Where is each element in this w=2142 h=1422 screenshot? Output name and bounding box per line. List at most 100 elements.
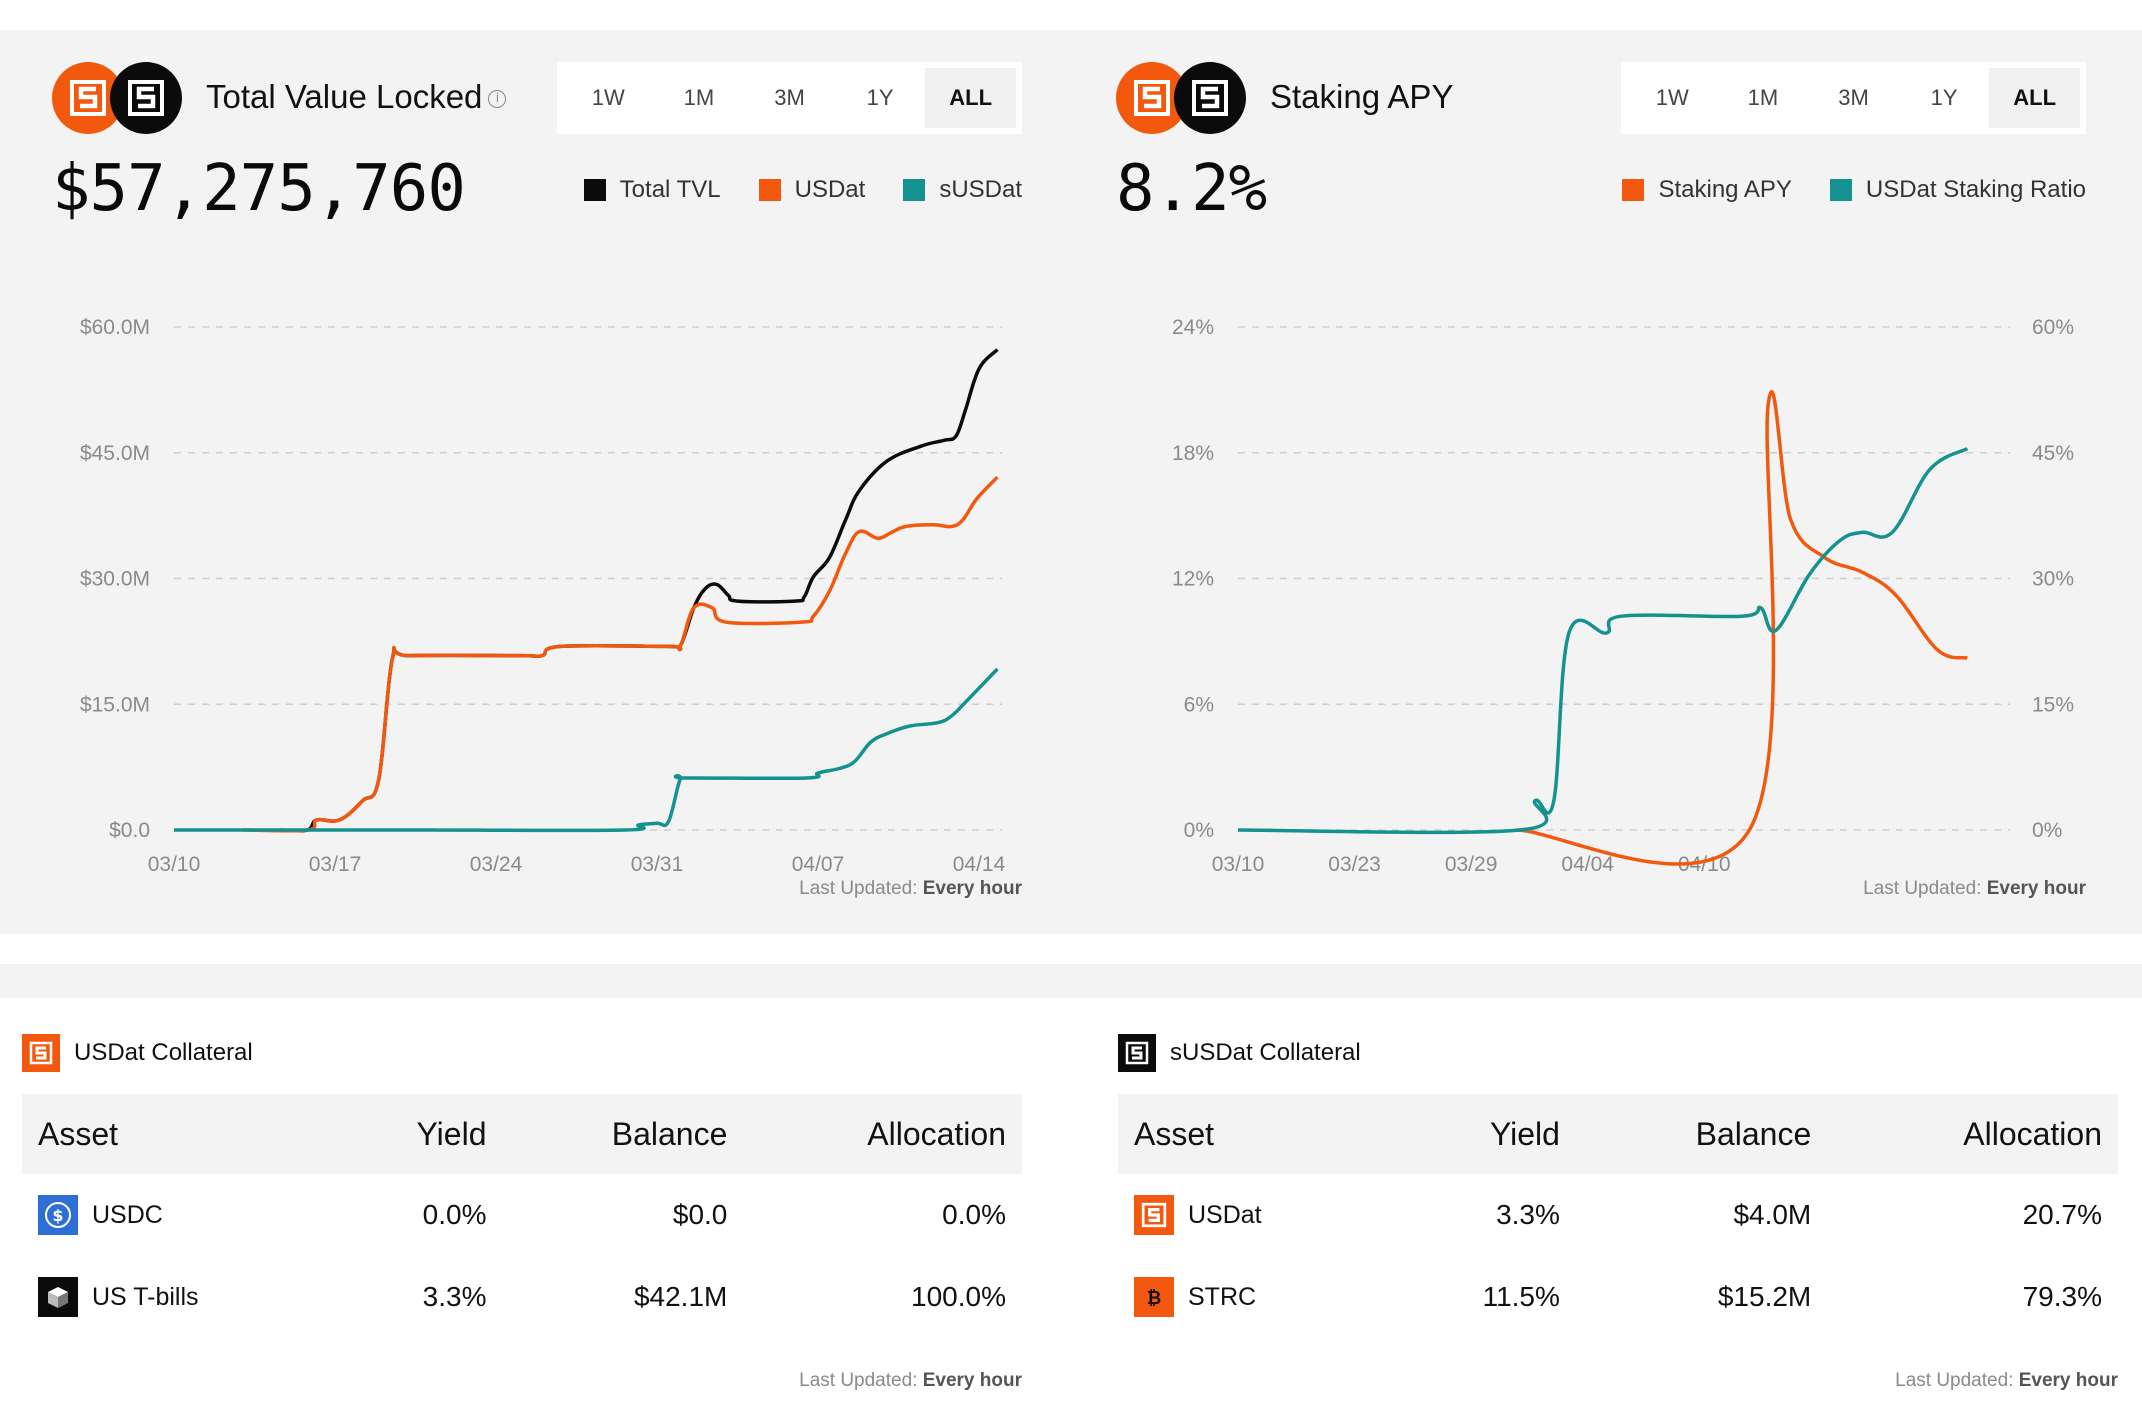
legend-label: sUSDat [939, 176, 1022, 203]
tvl-range-1y[interactable]: 1Y [835, 68, 926, 128]
balance-value: $0.0 [672, 1199, 728, 1230]
allocation-value: 0.0% [942, 1199, 1006, 1230]
usdat-collateral-table: Asset Yield Balance Allocation $ USDC 0.… [22, 1094, 1022, 1338]
legend-label: USDat Staking Ratio [1865, 176, 2086, 203]
yield-value: 0.0% [422, 1199, 487, 1230]
yield-value: 3.3% [1496, 1199, 1560, 1230]
apy-legend: Staking APY USDat Staking Ratio [1622, 176, 2086, 204]
y-right-tick-label: 15% [2032, 693, 2074, 716]
asset-name: USDC [92, 1200, 163, 1229]
tvl-range-all[interactable]: ALL [925, 68, 1016, 128]
table-row: ₿ STRC 11.5% $15.2M 79.3% [1118, 1256, 2118, 1338]
legend-usdat[interactable]: USDat [758, 176, 866, 204]
tvl-range-1m[interactable]: 1M [654, 68, 745, 128]
table-row: $ USDC 0.0% $0.0 0.0% [22, 1174, 1022, 1256]
apy-chart: 24% 60% 18% 45% 12% 30% 6% 15% 0% 0% 03/10 03/23 03/… [1172, 316, 2074, 876]
legend-label: USDat [794, 176, 866, 203]
y-left-tick-label: 12% [1172, 568, 1214, 591]
col-allocation: Allocation [743, 1094, 1022, 1174]
usdat-collateral-card: USDat Collateral Asset Yield Balance All… [22, 998, 1054, 1422]
susdat-collateral-table: Asset Yield Balance Allocation USDat 3.3… [1118, 1094, 2118, 1338]
tvl-chart: $60.0M $45.0M $30.0M $15.0M $0.0 03/10 03/17 03… [80, 316, 1006, 876]
y-tick-label: $30.0M [80, 568, 150, 591]
table-header-row: Asset Yield Balance Allocation [22, 1094, 1022, 1174]
susdat-collateral-card: sUSDat Collateral Asset Yield Balance Al… [1086, 998, 2118, 1422]
tvl-range-selector: 1W 1M 3M 1Y ALL [557, 62, 1022, 134]
usdat-square-icon [22, 1034, 60, 1072]
susdat-logo-icon [1174, 62, 1246, 134]
x-tick-label: 03/17 [309, 853, 362, 876]
card-header: USDat Collateral [22, 1034, 253, 1072]
svg-text:$: $ [52, 1206, 63, 1225]
card-title: sUSDat Collateral [1170, 1039, 1361, 1066]
table-header-row: Asset Yield Balance Allocation [1118, 1094, 2118, 1174]
legend-staking-apy[interactable]: Staking APY [1622, 176, 1792, 204]
card-title: USDat Collateral [74, 1039, 253, 1066]
apy-range-1m[interactable]: 1M [1718, 68, 1809, 128]
y-right-tick-label: 0% [2032, 819, 2062, 842]
series-line-susdat [173, 667, 999, 833]
y-tick-label: $15.0M [80, 693, 150, 716]
apy-range-3m[interactable]: 3M [1808, 68, 1899, 128]
balance-value: $4.0M [1733, 1199, 1812, 1230]
susdat-logo-icon [110, 62, 182, 134]
legend-swatch [758, 179, 781, 201]
logo-group [52, 62, 182, 134]
apy-title: Staking APY [1270, 78, 1454, 115]
col-yield: Yield [1389, 1094, 1576, 1174]
usdat-collateral-last-updated: Last Updated: Every hour [799, 1370, 1022, 1391]
apy-range-all[interactable]: ALL [1989, 68, 2080, 128]
x-tick-label: 03/31 [631, 853, 684, 876]
legend-label: Total TVL [619, 176, 721, 203]
x-tick-label: 04/07 [792, 853, 845, 876]
apy-range-1w[interactable]: 1W [1627, 68, 1718, 128]
y-left-tick-label: 0% [1184, 819, 1214, 842]
series-line-staking-apy [1516, 390, 1968, 866]
tvl-value: $57,275,760 [52, 152, 466, 226]
balance-value: $15.2M [1717, 1281, 1812, 1312]
y-left-tick-label: 6% [1184, 693, 1214, 716]
series-line-usdat [242, 475, 999, 833]
y-right-tick-label: 60% [2032, 316, 2074, 339]
y-tick-label: $60.0M [80, 316, 150, 339]
yield-value: 3.3% [422, 1281, 487, 1312]
y-left-tick-label: 24% [1172, 316, 1214, 339]
col-yield: Yield [336, 1094, 503, 1174]
apy-range-selector: 1W 1M 3M 1Y ALL [1621, 62, 2086, 134]
asset-name: STRC [1188, 1282, 1257, 1311]
susdat-square-icon [1118, 1034, 1156, 1072]
series-line-usdat-staking-ratio [1237, 447, 1969, 835]
allocation-value: 100.0% [911, 1281, 1006, 1312]
tbills-icon [38, 1277, 78, 1317]
susdat-collateral-last-updated: Last Updated: Every hour [1895, 1370, 2118, 1391]
tvl-range-3m[interactable]: 3M [744, 68, 835, 128]
legend-swatch [1829, 179, 1852, 201]
allocation-value: 20.7% [2022, 1199, 2102, 1230]
legend-label: Staking APY [1658, 176, 1792, 203]
allocation-value: 79.3% [2022, 1281, 2102, 1312]
y-tick-label: $45.0M [80, 442, 150, 465]
info-icon[interactable]: i [488, 90, 507, 109]
legend-total-tvl[interactable]: Total TVL [583, 176, 721, 204]
y-right-tick-label: 30% [2032, 568, 2074, 591]
x-tick-label: 04/14 [953, 853, 1006, 876]
col-balance: Balance [502, 1094, 744, 1174]
asset-name: USDat [1188, 1200, 1262, 1229]
tvl-range-1w[interactable]: 1W [563, 68, 654, 128]
series-line-total-tvl [279, 348, 999, 833]
legend-staking-ratio[interactable]: USDat Staking Ratio [1829, 176, 2086, 204]
x-tick-label: 03/10 [148, 853, 201, 876]
col-asset: Asset [22, 1094, 337, 1174]
y-tick-label: $0.0 [109, 819, 150, 842]
col-asset: Asset [1118, 1094, 1390, 1174]
y-left-tick-label: 18% [1172, 442, 1214, 465]
x-tick-label: 03/23 [1328, 853, 1381, 876]
x-tick-label: 04/04 [1561, 853, 1614, 876]
apy-range-1y[interactable]: 1Y [1899, 68, 1990, 128]
x-tick-label: 03/29 [1445, 853, 1498, 876]
tvl-last-updated: Last Updated: Every hour [799, 878, 1022, 899]
legend-susdat[interactable]: sUSDat [903, 176, 1022, 204]
col-allocation: Allocation [1827, 1094, 2118, 1174]
svg-text:₿: ₿ [1147, 1288, 1162, 1309]
legend-swatch [1622, 179, 1645, 201]
